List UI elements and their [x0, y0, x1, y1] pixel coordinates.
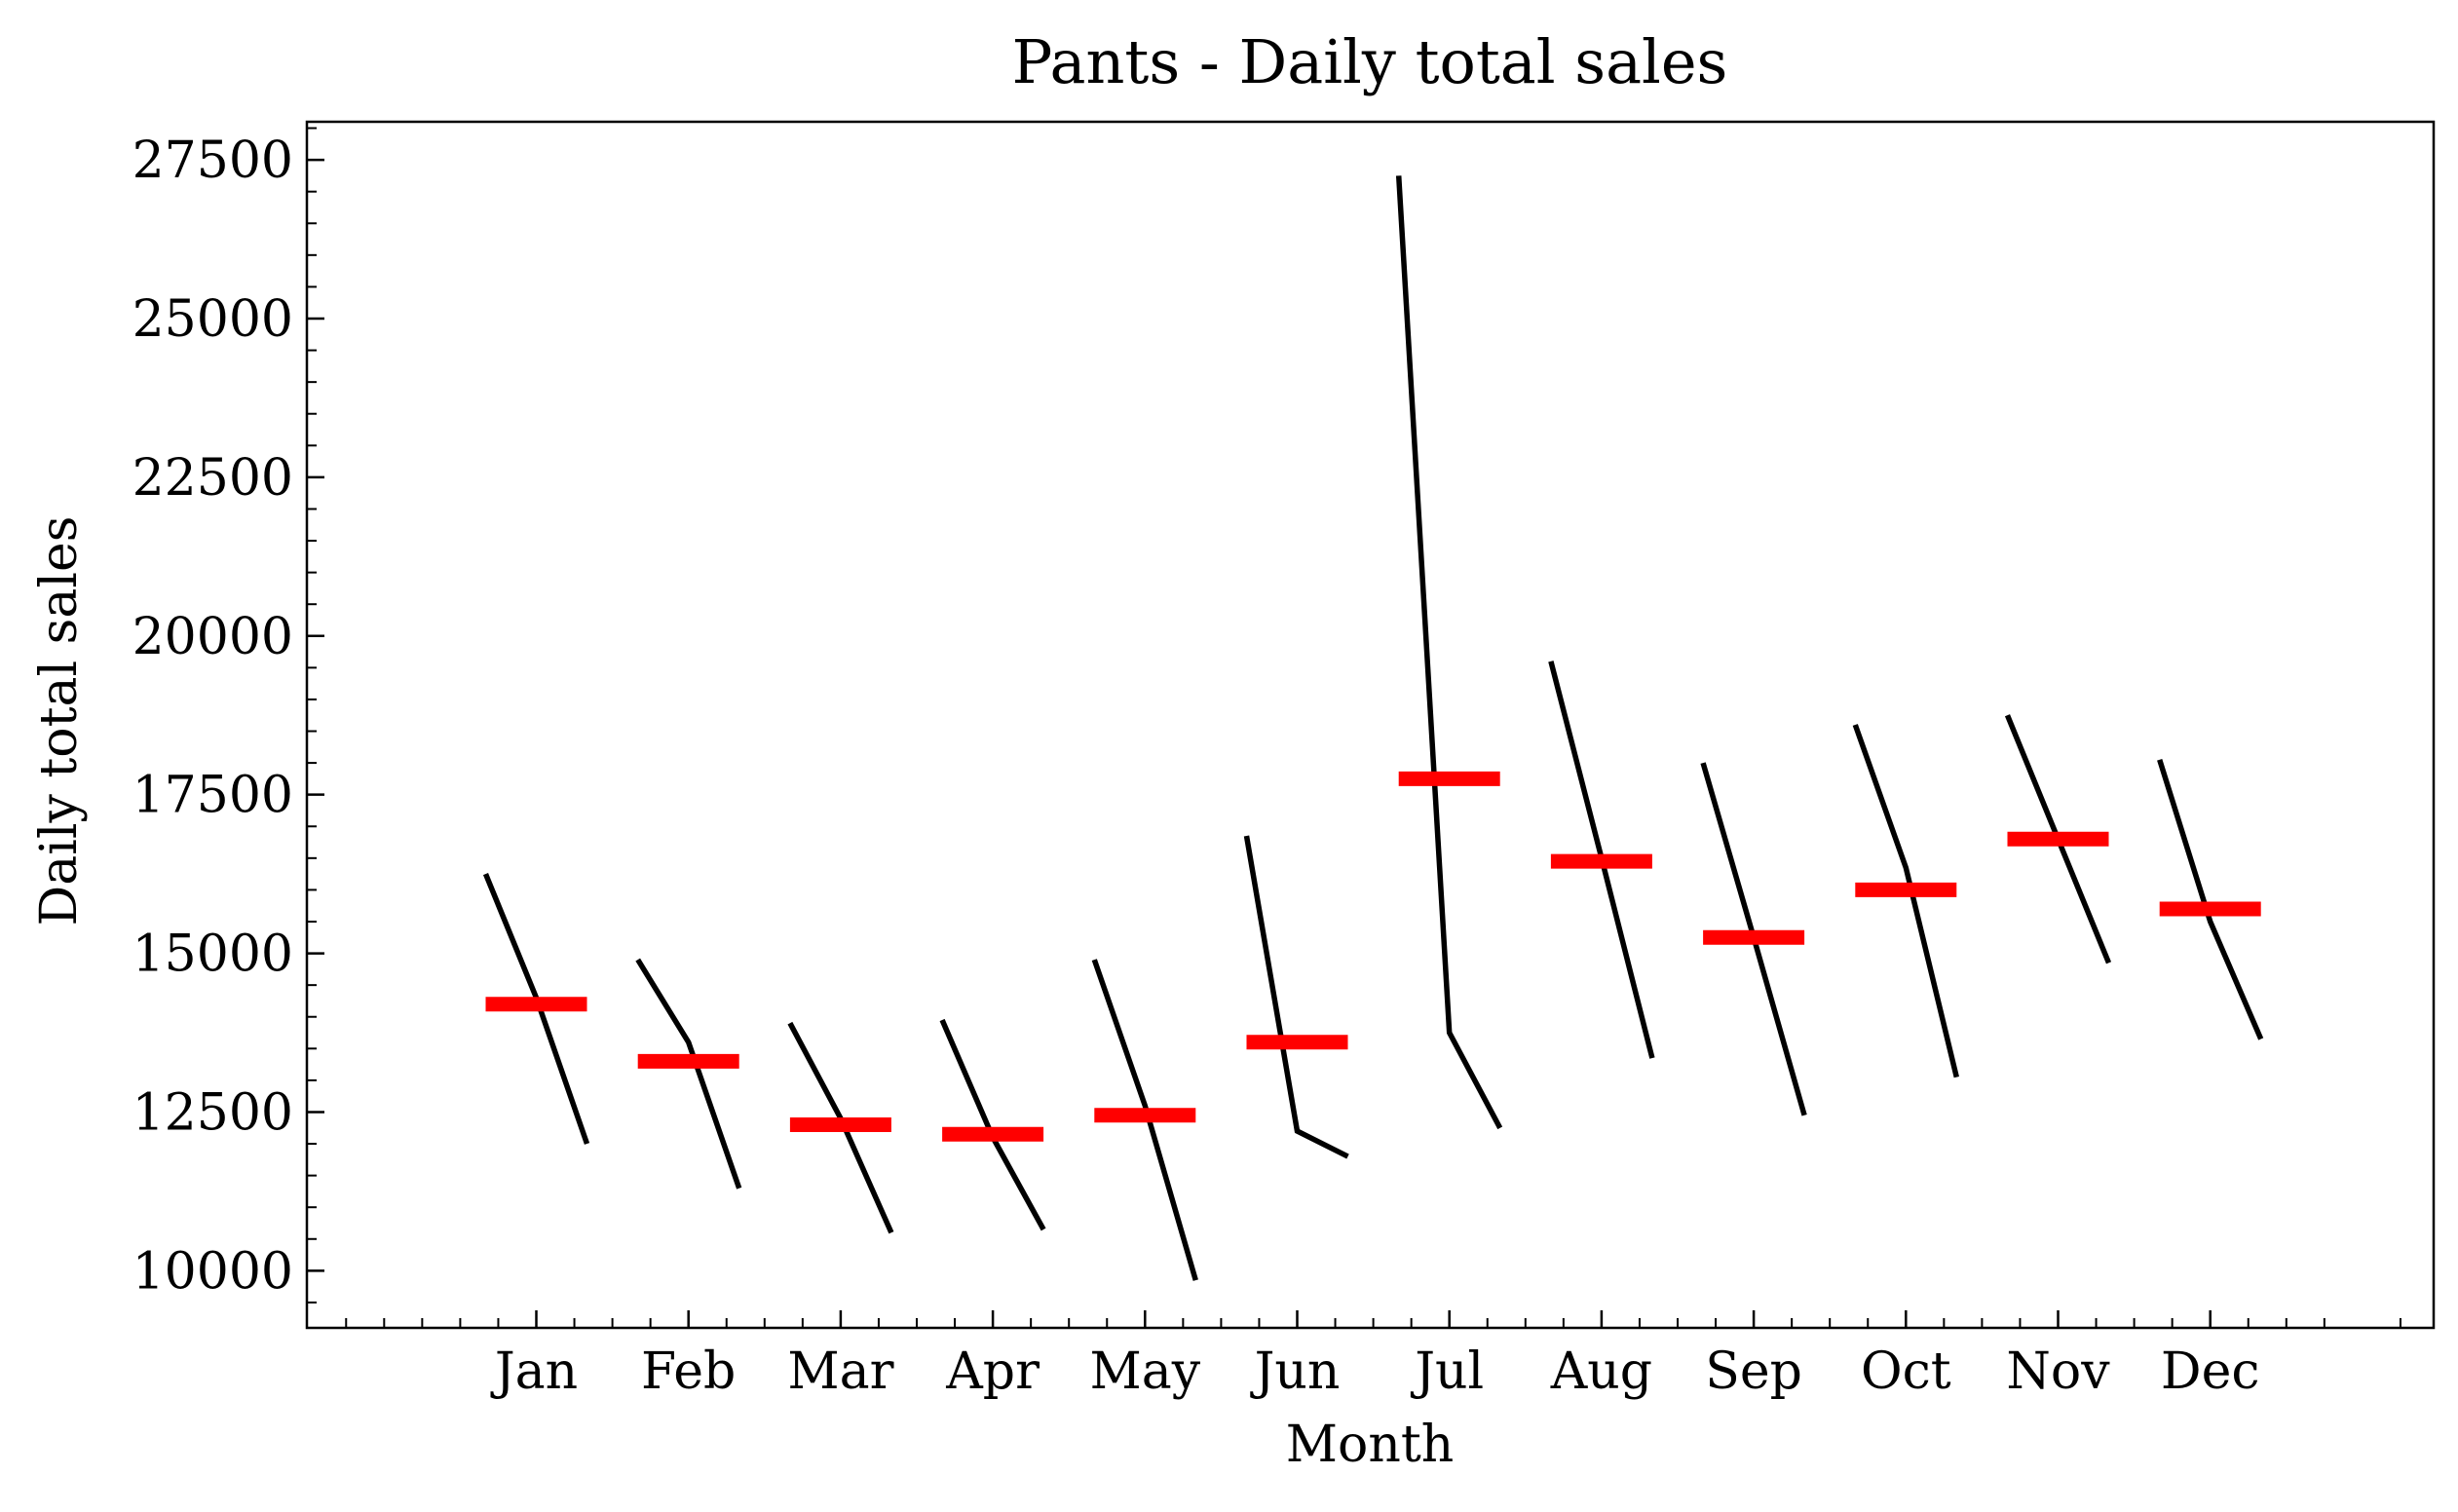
- y-tick-label: 20000: [132, 608, 293, 666]
- month-series-line: [1243, 835, 1349, 1159]
- x-tick-label: Sep: [1705, 1342, 1802, 1401]
- y-tick-label: 10000: [132, 1242, 293, 1301]
- y-tick-label: 17500: [132, 767, 293, 825]
- x-tick-label: May: [1089, 1342, 1200, 1401]
- month-series-line: [1091, 959, 1198, 1281]
- y-axis-ticks: 10000 12500 15000 17500 20000 22500 25000 27500: [132, 127, 324, 1304]
- y-tick-label: 15000: [132, 926, 293, 984]
- x-tick-label: Feb: [641, 1342, 736, 1401]
- series-lines: [482, 175, 2264, 1281]
- x-axis-label: Month: [1286, 1416, 1454, 1474]
- x-tick-label: Mar: [787, 1342, 893, 1401]
- y-tick-label: 27500: [132, 132, 293, 190]
- x-axis-ticks: Jan Feb Mar Apr May Jun Jul Aug Sep Oct Nov Dec: [345, 1310, 2401, 1401]
- month-series-line: [939, 1018, 1046, 1231]
- y-axis-label: Daily total sales: [30, 516, 89, 926]
- y-tick-label: 25000: [132, 290, 293, 349]
- x-tick-label: Nov: [2006, 1342, 2110, 1401]
- x-tick-label: Dec: [2161, 1342, 2260, 1401]
- month-series-line: [1852, 724, 1959, 1078]
- x-tick-label: Jun: [1250, 1342, 1341, 1401]
- chart-title: Pants - Daily total sales: [1012, 26, 1728, 97]
- plot-frame: [305, 120, 2436, 1330]
- x-tick-label: Apr: [945, 1342, 1040, 1401]
- y-tick-label: 22500: [132, 449, 293, 508]
- month-series-line: [1395, 175, 1503, 1130]
- x-tick-label: Aug: [1550, 1342, 1652, 1401]
- month-series-line: [635, 958, 742, 1190]
- x-tick-label: Jul: [1410, 1342, 1484, 1401]
- x-tick-label: Oct: [1861, 1342, 1951, 1401]
- mean-markers: [485, 771, 2261, 1142]
- y-tick-label: 12500: [132, 1083, 293, 1142]
- month-series-line: [2157, 758, 2264, 1040]
- x-tick-label: Jan: [490, 1342, 578, 1401]
